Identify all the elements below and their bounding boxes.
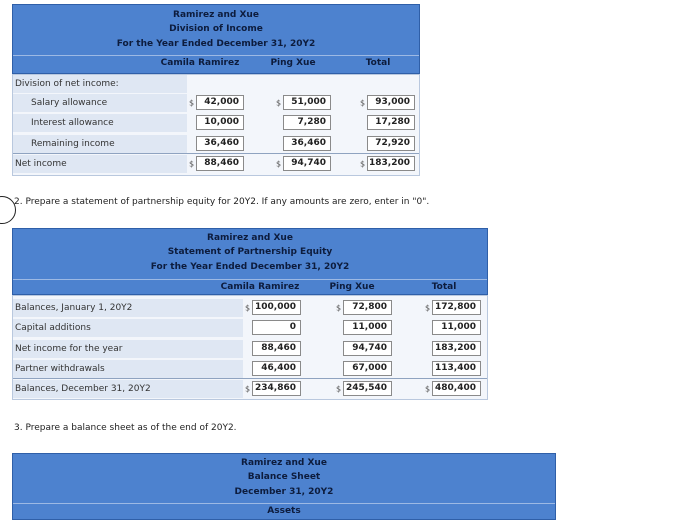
amount-input[interactable]: 46,400 [252,361,301,376]
amount-input[interactable]: 36,460 [283,136,331,151]
table-header [12,4,420,74]
row-background [13,360,243,378]
header-divider [13,55,419,56]
amount-input[interactable]: 11,000 [432,320,481,335]
header-title: Statement of Partnership Equity [167,247,333,257]
header-title: Balance Sheet [247,472,321,482]
row-divider [13,378,487,379]
amount-input[interactable]: 245,540 [343,381,392,396]
instruction: 2. Prepare a statement of partnership eq… [14,197,430,207]
column-header: Ping Xue [329,282,375,292]
header-company: Ramirez and Xue [241,458,327,468]
row-label: Salary allowance [31,98,108,108]
amount-input[interactable]: 183,200 [367,156,415,171]
amount-input[interactable]: 72,920 [367,136,415,151]
currency-sign: $ [245,384,251,394]
amount-input[interactable]: 94,740 [283,156,331,171]
column-header: Ping Xue [270,58,316,68]
amount-input[interactable]: 7,280 [283,115,331,130]
row-background [13,319,243,337]
amount-input[interactable]: 88,460 [196,156,244,171]
amount-input[interactable]: 93,000 [367,95,415,110]
amount-input[interactable]: 0 [252,320,301,335]
currency-sign: $ [360,159,366,169]
header-divider [13,503,555,504]
row-label: Remaining income [31,139,115,149]
row-background [13,94,187,112]
currency-sign: $ [245,303,251,313]
amount-input[interactable]: 67,000 [343,361,392,376]
amount-input[interactable]: 234,860 [252,381,301,396]
currency-sign: $ [189,98,195,108]
amount-input[interactable]: 17,280 [367,115,415,130]
currency-sign: $ [276,98,282,108]
column-header: Total [365,58,391,68]
row-label: Division of net income: [15,79,119,89]
currency-sign: $ [360,98,366,108]
currency-sign: $ [336,384,342,394]
header-company: Ramirez and Xue [207,233,293,243]
row-background [13,114,187,132]
header-period: December 31, 20Y2 [234,487,334,497]
section-header: Assets [267,506,301,516]
header-company: Ramirez and Xue [173,10,259,20]
amount-input[interactable]: 183,200 [432,341,481,356]
row-label: Balances, January 1, 20Y2 [15,303,133,313]
amount-input[interactable]: 11,000 [343,320,392,335]
row-label: Net income for the year [15,344,123,354]
amount-input[interactable]: 100,000 [252,300,301,315]
row-label: Balances, December 31, 20Y2 [15,384,151,394]
amount-input[interactable]: 113,400 [432,361,481,376]
row-label: Interest allowance [31,118,114,128]
amount-input[interactable]: 480,400 [432,381,481,396]
row-background [13,155,187,173]
row-label: Capital additions [15,323,91,333]
amount-input[interactable]: 10,000 [196,115,244,130]
header-period: For the Year Ended December 31, 20Y2 [150,262,350,272]
instruction: 3. Prepare a balance sheet as of the end… [14,423,237,433]
row-background [13,75,187,93]
currency-sign: $ [276,159,282,169]
amount-input[interactable]: 72,800 [343,300,392,315]
amount-input[interactable]: 172,800 [432,300,481,315]
currency-sign: $ [189,159,195,169]
table-header [12,228,488,295]
row-background [13,340,243,358]
column-header: Camila Ramirez [220,282,300,292]
header-divider [13,279,487,280]
row-label: Partner withdrawals [15,364,105,374]
amount-input[interactable]: 88,460 [252,341,301,356]
row-label: Net income [15,159,67,169]
column-header: Total [431,282,457,292]
row-divider [13,153,419,154]
amount-input[interactable]: 51,000 [283,95,331,110]
amount-input[interactable]: 94,740 [343,341,392,356]
currency-sign: $ [425,303,431,313]
amount-input[interactable]: 36,460 [196,136,244,151]
header-period: For the Year Ended December 31, 20Y2 [116,39,316,49]
column-header: Camila Ramirez [160,58,240,68]
row-background [13,299,243,317]
row-background [13,380,243,398]
currency-sign: $ [425,384,431,394]
row-background [13,135,187,153]
header-title: Division of Income [169,24,263,34]
amount-input[interactable]: 42,000 [196,95,244,110]
currency-sign: $ [336,303,342,313]
